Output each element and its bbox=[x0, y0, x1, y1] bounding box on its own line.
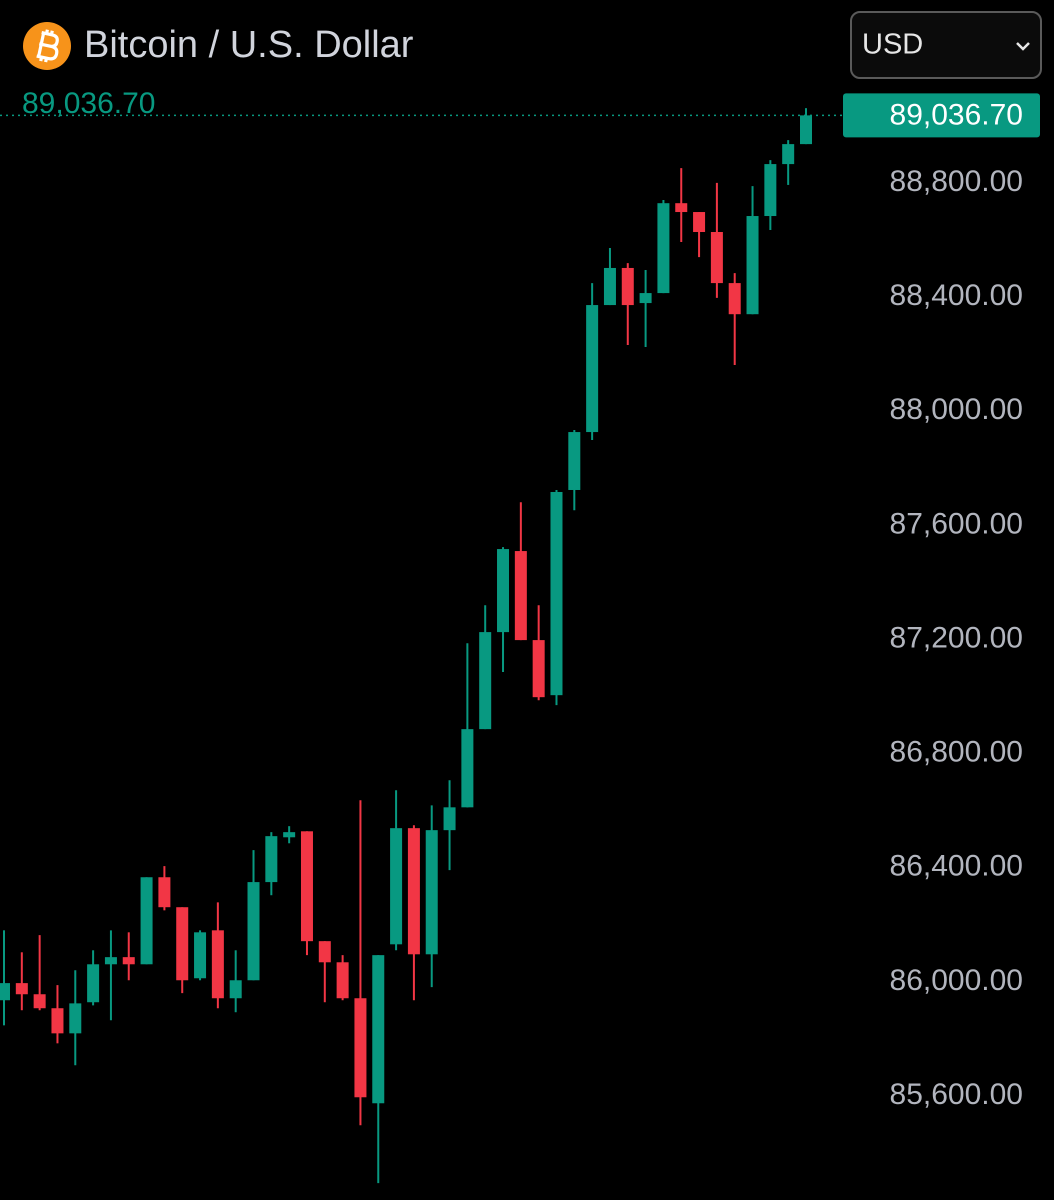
candle-body bbox=[800, 115, 812, 145]
candle-body bbox=[87, 964, 100, 1003]
y-tick-label: 88,400.00 bbox=[890, 279, 1023, 312]
candle-body bbox=[51, 1008, 64, 1034]
y-tick-label: 85,600.00 bbox=[890, 1078, 1023, 1111]
candle-body bbox=[550, 491, 563, 696]
coin-icon bbox=[23, 22, 71, 70]
candle-body bbox=[194, 932, 207, 979]
candle-body bbox=[693, 212, 706, 233]
candle-body bbox=[407, 828, 420, 955]
candle-body bbox=[675, 203, 688, 213]
y-tick-label: 86,800.00 bbox=[890, 736, 1023, 769]
candle-body bbox=[425, 830, 438, 955]
candle-body bbox=[300, 831, 313, 942]
y-tick-label: 88,000.00 bbox=[890, 393, 1023, 426]
candle-body bbox=[69, 1003, 82, 1034]
candle-body bbox=[122, 957, 135, 965]
icon-glyph bbox=[36, 29, 59, 63]
candle-body bbox=[354, 998, 367, 1098]
candle-body bbox=[443, 807, 456, 831]
candle-body bbox=[479, 632, 492, 730]
candle-body bbox=[746, 216, 759, 315]
candle-body bbox=[603, 267, 616, 306]
select-chevron[interactable] bbox=[1016, 42, 1030, 51]
candle-body bbox=[33, 994, 46, 1009]
candle-body bbox=[0, 983, 10, 1001]
y-tick-label: 88,800.00 bbox=[890, 165, 1023, 198]
candle-body bbox=[728, 283, 741, 315]
candle-body bbox=[532, 640, 545, 698]
y-tick-label: 86,400.00 bbox=[890, 850, 1023, 883]
candle-body bbox=[639, 293, 652, 304]
last-price-header: 89,036.70 bbox=[22, 87, 155, 120]
candle-body bbox=[461, 729, 474, 808]
y-tick-label: 86,000.00 bbox=[890, 964, 1023, 997]
last-price-tag-label: 89,036.70 bbox=[890, 98, 1023, 131]
candle-body bbox=[764, 164, 777, 217]
y-tick-label: 87,600.00 bbox=[890, 507, 1023, 540]
candle-body bbox=[104, 957, 117, 965]
last-price-tag bbox=[843, 93, 1040, 138]
candle-body bbox=[229, 980, 242, 999]
candle-body bbox=[497, 549, 510, 633]
candle-body bbox=[158, 877, 171, 908]
candle-body bbox=[657, 203, 670, 294]
candle-body bbox=[247, 882, 260, 981]
currency-select[interactable]: USD bbox=[850, 11, 1042, 79]
candle-body bbox=[514, 551, 527, 641]
candle-body bbox=[318, 941, 331, 963]
select-value[interactable]: USD bbox=[862, 29, 923, 61]
candle-body bbox=[176, 907, 189, 981]
candle-body bbox=[568, 432, 581, 490]
plot-area bbox=[0, 108, 812, 1184]
candle-body bbox=[15, 983, 28, 995]
candle-body bbox=[710, 232, 723, 284]
y-tick-label: 87,200.00 bbox=[890, 621, 1023, 654]
candle-body bbox=[782, 144, 795, 165]
select-box[interactable] bbox=[850, 11, 1042, 79]
candle-body bbox=[211, 930, 224, 999]
candle-body bbox=[390, 828, 403, 945]
candle-body bbox=[140, 877, 153, 965]
candle-body bbox=[372, 955, 385, 1104]
candle-body bbox=[283, 832, 296, 838]
candle-body bbox=[265, 836, 278, 883]
candle-body bbox=[621, 267, 634, 306]
candle-body bbox=[336, 962, 349, 999]
chart-title: Bitcoin / U.S. Dollar bbox=[84, 24, 414, 66]
candle-body bbox=[586, 305, 599, 433]
